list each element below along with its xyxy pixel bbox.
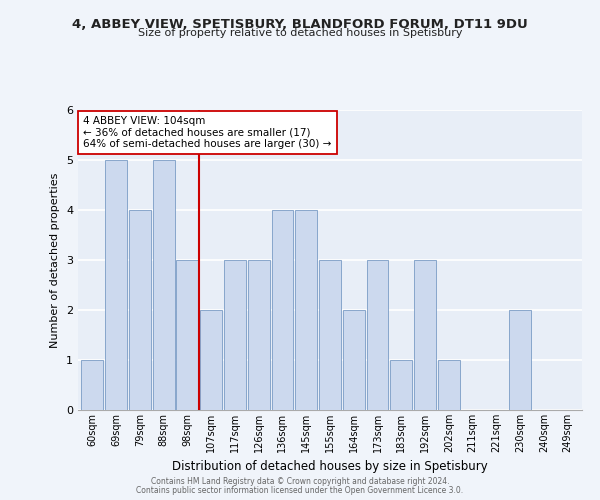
Bar [272,210,293,410]
Bar [248,260,269,410]
Bar [391,360,412,410]
Bar [82,360,103,410]
Bar [438,360,460,410]
Y-axis label: Number of detached properties: Number of detached properties [50,172,61,348]
Bar [509,310,531,410]
Text: 4 ABBEY VIEW: 104sqm
← 36% of detached houses are smaller (17)
64% of semi-detac: 4 ABBEY VIEW: 104sqm ← 36% of detached h… [83,116,331,149]
Bar [176,260,198,410]
Bar [319,260,341,410]
Text: 4, ABBEY VIEW, SPETISBURY, BLANDFORD FORUM, DT11 9DU: 4, ABBEY VIEW, SPETISBURY, BLANDFORD FOR… [72,18,528,30]
Text: Contains public sector information licensed under the Open Government Licence 3.: Contains public sector information licen… [136,486,464,495]
Bar [200,310,222,410]
Text: Contains HM Land Registry data © Crown copyright and database right 2024.: Contains HM Land Registry data © Crown c… [151,477,449,486]
Bar [295,210,317,410]
Bar [343,310,365,410]
Bar [152,160,175,410]
Bar [105,160,127,410]
Bar [129,210,151,410]
Bar [224,260,246,410]
Bar [367,260,388,410]
X-axis label: Distribution of detached houses by size in Spetisbury: Distribution of detached houses by size … [172,460,488,473]
Bar [414,260,436,410]
Text: Size of property relative to detached houses in Spetisbury: Size of property relative to detached ho… [138,28,462,38]
